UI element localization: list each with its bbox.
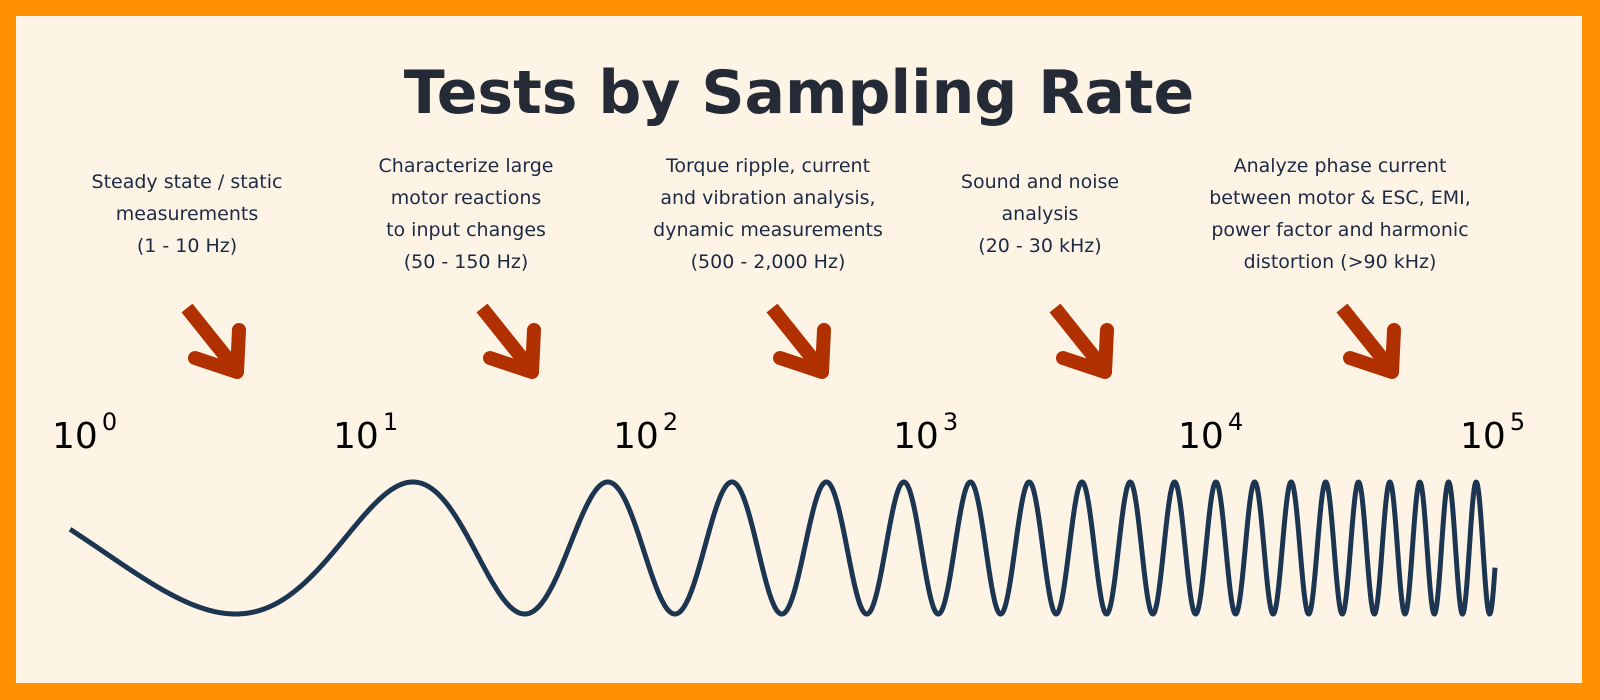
- description-line: Analyze phase current: [1233, 155, 1447, 177]
- description-line: Sound and noise: [960, 171, 1120, 193]
- description-line: (50 - 150 Hz): [403, 251, 529, 273]
- scale-tick-label: 10 5: [1460, 408, 1525, 457]
- chirp-wave: [68, 479, 1498, 617]
- range-description: Analyze phase current between motor & ESC…: [1180, 150, 1500, 278]
- tick-exponent: 2: [662, 408, 679, 436]
- arrow-down-right-icon: [476, 303, 541, 379]
- description-line: measurements: [115, 203, 259, 225]
- page-title: Tests by Sampling Rate: [403, 58, 1195, 128]
- description-line: distortion (>90 kHz): [1243, 251, 1437, 273]
- description-line: analysis: [1001, 203, 1079, 225]
- tick-exponent: 5: [1509, 408, 1526, 436]
- description-line: Characterize large: [378, 155, 554, 177]
- tick-exponent: 1: [382, 408, 399, 436]
- range-description: Characterize large motor reactions to inpu…: [306, 150, 626, 278]
- tick-base: 10: [1460, 416, 1506, 457]
- arrow-down-right-icon: [766, 303, 831, 379]
- description-line: (1 - 10 Hz): [136, 235, 238, 257]
- scale-tick-label: 10 0: [52, 408, 117, 457]
- description-line: power factor and harmonic: [1211, 219, 1469, 241]
- tick-base: 10: [893, 416, 939, 457]
- description-line: to input changes: [386, 219, 546, 241]
- scale-tick-label: 10 1: [333, 408, 398, 457]
- description-line: (20 - 30 kHz): [978, 235, 1102, 257]
- description-line: Steady state / static: [91, 171, 283, 193]
- description-line: between motor & ESC, EMI,: [1209, 187, 1471, 209]
- description-line: dynamic measurements: [653, 219, 883, 241]
- description-line: motor reactions: [390, 187, 542, 209]
- description-line: Torque ripple, current: [665, 155, 871, 177]
- arrow-down-right-icon: [1336, 303, 1401, 379]
- infographic-panel: Tests by Sampling Rate Steady state / st…: [16, 16, 1582, 683]
- tick-base: 10: [1178, 416, 1224, 457]
- scale-tick-label: 10 4: [1178, 408, 1243, 457]
- tick-base: 10: [333, 416, 379, 457]
- tick-base: 10: [613, 416, 659, 457]
- tick-base: 10: [52, 416, 98, 457]
- range-description: Torque ripple, current and vibration anal…: [608, 150, 928, 278]
- description-line: (500 - 2,000 Hz): [690, 251, 846, 273]
- scale-tick-label: 10 3: [893, 408, 958, 457]
- tick-exponent: 0: [101, 408, 118, 436]
- arrow-down-right-icon: [1049, 303, 1114, 379]
- tick-exponent: 3: [942, 408, 959, 436]
- range-description: Sound and noise analysis (20 - 30 kHz): [880, 166, 1200, 262]
- illustration: [68, 303, 1498, 617]
- arrow-down-right-icon: [181, 303, 246, 379]
- tick-exponent: 4: [1227, 408, 1244, 436]
- description-line: and vibration analysis,: [660, 187, 876, 209]
- scale-tick-label: 10 2: [613, 408, 678, 457]
- range-description: Steady state / static measurements (1 - 10…: [27, 166, 347, 262]
